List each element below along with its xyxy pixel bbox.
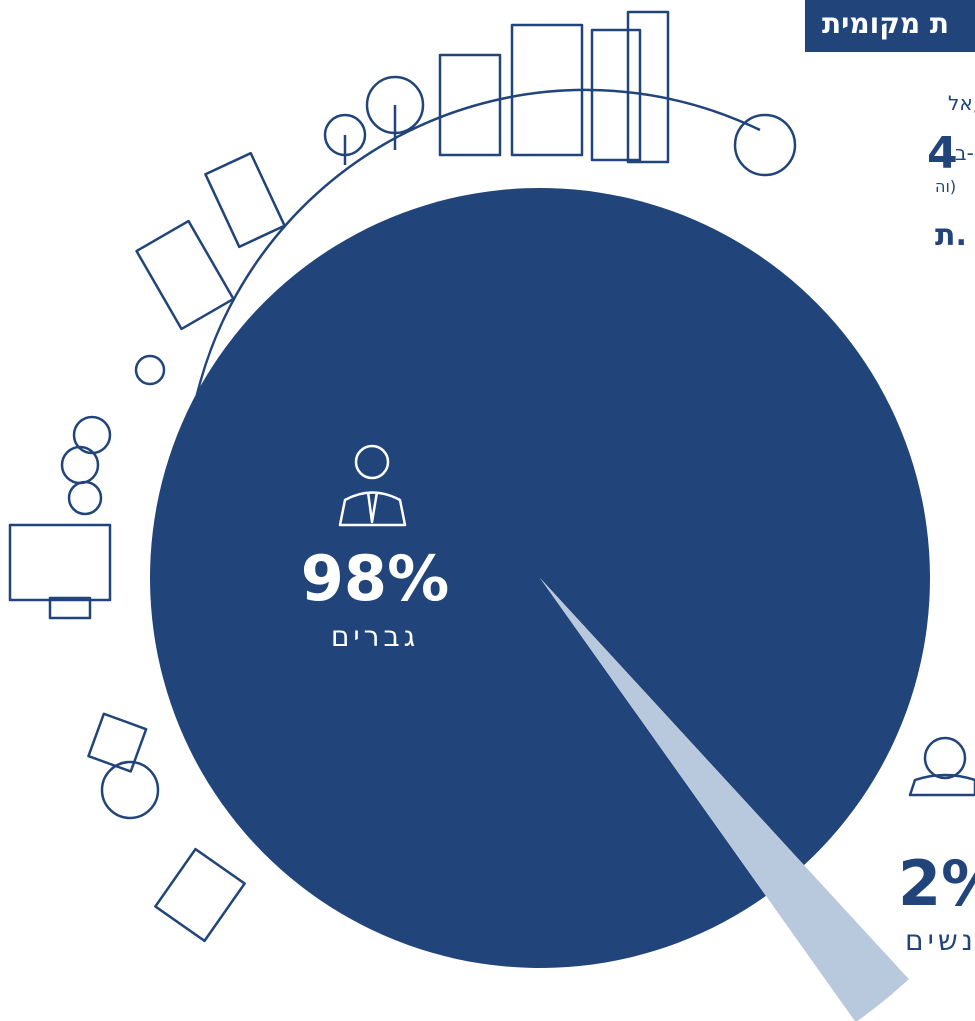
value-label: 2%	[898, 847, 975, 920]
annotation: 4	[927, 128, 958, 179]
header-bar	[805, 0, 975, 52]
value-label: 98%	[301, 542, 449, 615]
city-decoration	[8, 10, 797, 943]
pie-slice	[540, 578, 909, 1021]
annotation: ב-	[955, 141, 974, 165]
woman-icon	[908, 736, 975, 797]
pie-slice	[150, 187, 931, 968]
annotation: אל,	[948, 91, 975, 115]
annotation: ת.	[935, 218, 967, 253]
man-icon	[338, 444, 407, 527]
header-title: ת מקומית	[822, 7, 949, 40]
category-label: נשים	[905, 924, 975, 957]
annotation: וה)	[935, 177, 956, 196]
category-label: גברים	[331, 620, 419, 653]
